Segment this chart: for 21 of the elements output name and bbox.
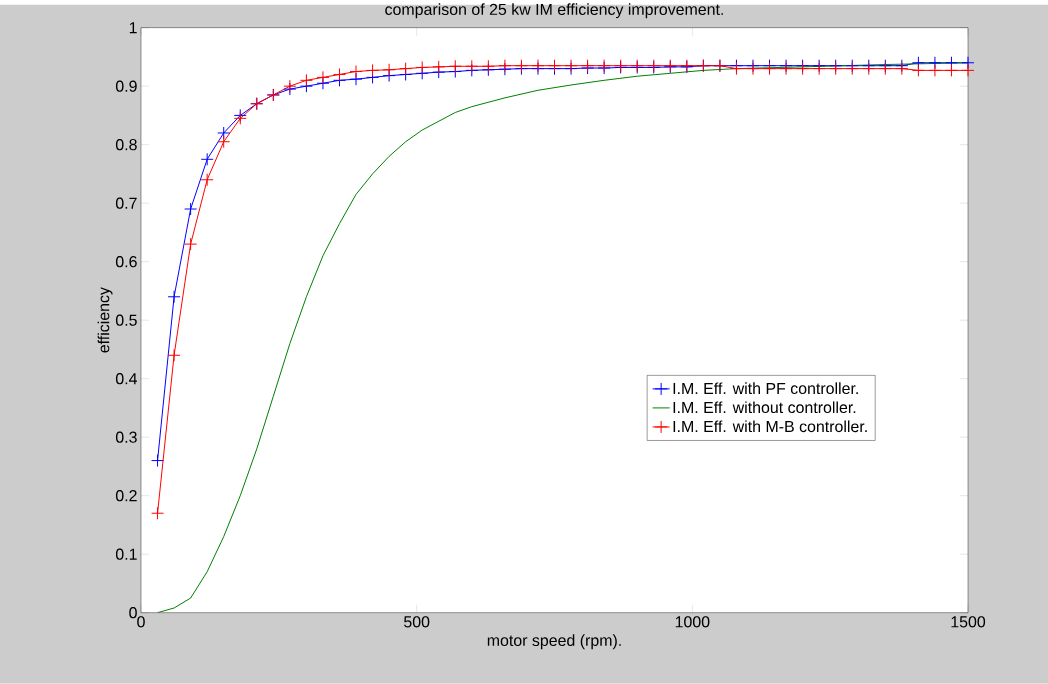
y-tick-label: 0.5	[115, 314, 137, 326]
y-tick-label: 0.8	[115, 139, 137, 151]
x-tick-label: 1500	[951, 616, 986, 628]
chart-title: comparison of 25 kw IM efficiency improvement.	[385, 3, 723, 19]
x-tick-label: 1000	[675, 616, 710, 628]
y-tick-label: 0.9	[115, 80, 137, 92]
y-axis-title: efficiency	[97, 287, 113, 353]
x-tick-label: 500	[404, 616, 430, 628]
x-axis-title: motor speed (rpm).	[487, 634, 621, 650]
y-tick-label: 0.2	[115, 490, 137, 502]
legend-label: I.M. Eff. without controller.	[673, 401, 856, 414]
y-tick-label: 0.3	[115, 431, 137, 443]
y-tick-label: 0.7	[115, 197, 137, 209]
y-tick-label: 0	[129, 607, 137, 619]
legend-label: I.M. Eff. with M-B controller.	[673, 420, 867, 433]
y-tick-label: 1	[129, 22, 137, 34]
legend-label: I.M. Eff. with PF controller.	[673, 382, 858, 395]
y-tick-label: 0.1	[115, 548, 137, 560]
y-tick-label: 0.6	[115, 256, 137, 268]
y-tick-label: 0.4	[115, 373, 138, 385]
x-tick-label: 0	[137, 616, 145, 628]
